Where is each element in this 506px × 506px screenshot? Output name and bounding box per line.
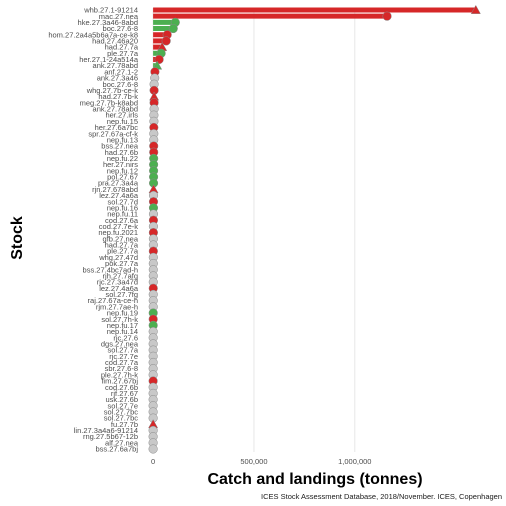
y-tick-label: nep.fu.14 (107, 327, 138, 336)
stock-point (148, 444, 158, 454)
y-tick-label: alf.27.nea (105, 438, 139, 447)
y-tick-label: fim.27.67bj (101, 377, 138, 386)
y-tick-label: rjh.27.7afg (103, 271, 138, 280)
y-tick-label: sol.27.7bc (104, 408, 138, 417)
y-tick-label: bss.27.4bc7ad-h (83, 265, 138, 274)
y-tick-label: had.27.7a (105, 241, 139, 250)
y-tick-label: ple.27.7a (107, 49, 139, 58)
y-tick-label: her.27.1-24a514a (79, 55, 139, 64)
y-tick-label: gfb.27.nea (103, 234, 139, 243)
y-tick-label: pra.27.3a4a (98, 179, 139, 188)
y-tick-label: rjn.27.678abd (92, 185, 138, 194)
y-tick-label: ank.27.78abd (93, 61, 138, 70)
y-tick-label: ple.27.7a (107, 247, 139, 256)
y-tick-label: bss.27.nea (101, 142, 139, 151)
stock-point (470, 4, 481, 14)
y-tick-label: bss.27.6a7bj (95, 445, 138, 454)
y-tick-label: fu.27.7b (111, 420, 138, 429)
y-tick-label: nep.fu.17 (107, 321, 138, 330)
y-tick-label: sol.27.7fg (105, 290, 138, 299)
x-tick-label: 500,000 (240, 457, 267, 466)
y-tick-label: whg.27.7b-ce-k (86, 86, 139, 95)
x-tick-label: 1,000,000 (338, 457, 371, 466)
y-tick-label: sol.27.7d (108, 197, 138, 206)
y-tick-label: nep.fu.13 (107, 135, 138, 144)
y-tick-label: raj.27.67a-ce-h (88, 296, 138, 305)
chart-caption: ICES Stock Assessment Database, 2018/Nov… (261, 492, 502, 501)
y-tick-label: cod.27.7e-k (99, 222, 138, 231)
y-tick-label: pok.27.7a (105, 259, 139, 268)
y-tick-label: nep.fu.19 (107, 309, 138, 318)
stock-point (168, 23, 178, 34)
y-tick-label: lez.27.4a6a (99, 191, 139, 200)
y-tick-label: had.27.6b (105, 148, 138, 157)
y-tick-label: ple.27.7h-k (101, 370, 138, 379)
y-tick-labels: whb.27.1-91214mac.27.neahke.27.3a46-8abd… (48, 6, 138, 454)
y-tick-label: rjm.27.7ae-h (96, 302, 138, 311)
y-tick-label: cod.27.6b (105, 383, 138, 392)
y-tick-label: spr.27.67a-cf-k (88, 129, 138, 138)
y-tick-label: hke.27.3a46-8abd (78, 18, 138, 27)
y-tick-label: mac.27.nea (99, 12, 139, 21)
y-tick-label: nep.fu.11 (107, 210, 138, 219)
y-tick-label: rng.27.5b67-12b (83, 432, 138, 441)
y-tick-label: usk.27.6b (105, 395, 138, 404)
y-tick-label: ank.27.78abd (93, 105, 138, 114)
x-tick-label: 0 (151, 457, 155, 466)
y-tick-label: sol.27.7bc (104, 414, 138, 423)
y-tick-label: nep.fu.16 (107, 203, 138, 212)
y-tick-label: hom.27.2a4a5b6a7a-ce-k8 (48, 30, 138, 39)
y-tick-label: pol.27.67 (107, 173, 138, 182)
y-tick-label: nep.fu.12 (107, 166, 138, 175)
y-tick-label: cod.27.6a (105, 216, 139, 225)
y-tick-label: had.27.7b-k (98, 92, 138, 101)
y-tick-label: whb.27.1-91214 (83, 6, 138, 15)
y-tick-label: rjc.27.6 (113, 333, 138, 342)
y-tick-label: boc.27.6-8 (103, 24, 138, 33)
y-tick-label: dgs.27.nea (101, 339, 139, 348)
y-tick-label: cod.27.7a (105, 358, 139, 367)
y-tick-label: rjc.27.3a47d (97, 278, 138, 287)
lollipop-points (148, 4, 481, 454)
y-axis-title: Stock (9, 216, 26, 260)
y-tick-label: nep.fu.22 (107, 154, 138, 163)
stock-point (382, 11, 392, 21)
y-tick-label: had.27.46a20 (92, 37, 138, 46)
x-tick-labels: 0 500,000 1,000,000 (151, 457, 371, 466)
y-tick-label: sol.27.7h-k (101, 315, 138, 324)
y-tick-label: sbr.27.6-8 (105, 364, 138, 373)
y-tick-label: her.27.nirs (103, 160, 138, 169)
y-tick-label: sol.27.7a (108, 346, 139, 355)
y-tick-label: lez.27.4a6a (99, 284, 139, 293)
y-tick-label: her.27.irls (105, 111, 138, 120)
y-tick-label: lin.27.3a4a6-91214 (74, 426, 138, 435)
x-axis-title: Catch and landings (tonnes) (207, 471, 422, 488)
y-tick-label: nep.fu.15 (107, 117, 138, 126)
y-tick-label: meg.27.7b-k8abd (80, 98, 138, 107)
y-tick-label: whg.27.47d (98, 253, 138, 262)
y-tick-label: boc.27.6-8 (103, 80, 138, 89)
y-tick-label: rjf.27.67 (111, 389, 138, 398)
y-tick-label: anf.27.1-2 (104, 67, 138, 76)
y-tick-label: ank.27.3a46 (97, 74, 138, 83)
y-tick-label: her.27.6a7bc (95, 123, 139, 132)
stock-point (161, 36, 171, 46)
y-tick-label: rjc.27.7e (109, 352, 138, 361)
y-tick-label: sol.27.7e (108, 401, 138, 410)
y-tick-label: had.27.7a (105, 43, 139, 52)
y-tick-label: nep.fu.2021 (98, 228, 138, 237)
